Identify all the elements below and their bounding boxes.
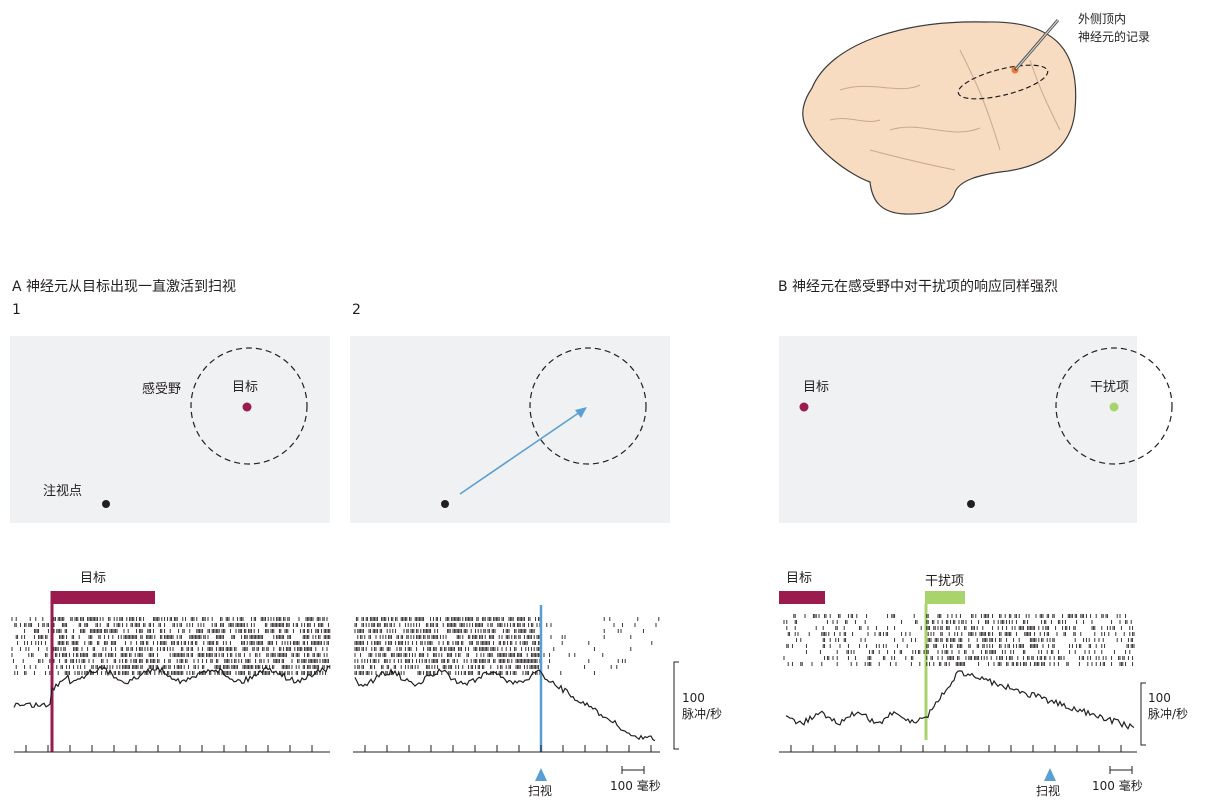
rate-scale-label-b: 100 脉冲/秒 <box>1148 690 1188 722</box>
task-box-a1 <box>10 336 330 523</box>
rate-scale-bar <box>673 661 679 750</box>
recording-label: 外侧顶内 神经元的记录 <box>1078 10 1150 46</box>
brain-sulcus <box>889 126 981 133</box>
panel-a1-number: 1 <box>12 302 21 318</box>
panel-b-title: B 神经元在感受野中对干扰项的响应同样强烈 <box>778 279 1059 295</box>
receptive-field-circle <box>190 347 308 465</box>
rate-scale-bar <box>1140 682 1146 746</box>
spike-raster <box>354 617 660 675</box>
spike-raster <box>783 614 1135 666</box>
distractor-dot <box>1109 402 1119 412</box>
brain-outline <box>802 21 1077 215</box>
fixation-dot <box>967 500 975 508</box>
target-label: 目标 <box>232 380 259 395</box>
spike-raster <box>11 617 331 675</box>
b-distractor-label: 干扰项 <box>1090 380 1130 395</box>
panel-a-title: A 神经元从目标出现一直激活到扫视 <box>12 279 237 295</box>
task-box-a2 <box>350 336 670 523</box>
fixation-label: 注视点 <box>43 484 83 499</box>
brain-sulcus <box>839 84 921 91</box>
target-bar-label: 目标 <box>80 571 107 586</box>
time-scale-value: 100 <box>610 779 633 793</box>
rate-scale-value: 100 <box>682 691 705 705</box>
saccade-arrowhead <box>575 407 587 418</box>
time-scale-bar <box>1109 766 1133 774</box>
rate-scale-unit: 脉冲/秒 <box>1148 707 1189 721</box>
time-scale-unit: 毫秒 <box>636 779 661 793</box>
target-dot <box>242 402 252 412</box>
recording-label-line2: 神经元的记录 <box>1078 30 1151 44</box>
saccade-label-b: 扫视 <box>1036 784 1061 798</box>
rate-scale-label-a: 100 脉冲/秒 <box>682 690 722 722</box>
receptive-field-label: 感受野 <box>142 382 182 397</box>
time-scale-label-a: 100 毫秒 <box>610 777 661 794</box>
firing-rate-trace <box>785 670 1135 730</box>
panel-a2-number: 2 <box>352 302 361 318</box>
saccade-label-a: 扫视 <box>528 784 553 798</box>
b-target-label: 目标 <box>803 380 830 395</box>
fixation-dot <box>441 500 449 508</box>
brain-sulcus <box>959 49 1001 151</box>
time-scale-bar <box>621 766 645 774</box>
time-scale-label-b: 100 毫秒 <box>1092 777 1143 794</box>
receptive-field-circle <box>1055 347 1173 465</box>
b-distractor-bar-label: 干扰项 <box>925 574 965 589</box>
brain-sulcus <box>829 118 881 122</box>
firing-rate-trace <box>13 665 331 708</box>
rate-scale-unit: 脉冲/秒 <box>682 707 723 721</box>
receptive-field-circle <box>529 347 647 465</box>
brain-sulcus <box>869 149 956 171</box>
target-dot <box>799 402 809 412</box>
rate-scale-value: 100 <box>1148 691 1171 705</box>
time-scale-value: 100 <box>1092 779 1115 793</box>
saccade-marker <box>535 768 547 781</box>
firing-rate-trace <box>354 668 656 742</box>
fixation-dot <box>102 500 110 508</box>
brain-sulcus <box>1029 59 1061 131</box>
b-target-bar <box>779 591 825 604</box>
target-bar <box>51 591 155 604</box>
distractor-bar <box>925 591 965 604</box>
recording-label-line1: 外侧顶内 <box>1078 12 1127 26</box>
task-box-b <box>779 336 1137 523</box>
saccade-arrow <box>459 411 581 495</box>
b-target-bar-label: 目标 <box>786 571 813 586</box>
time-scale-unit: 毫秒 <box>1118 779 1143 793</box>
saccade-marker <box>1044 768 1056 781</box>
